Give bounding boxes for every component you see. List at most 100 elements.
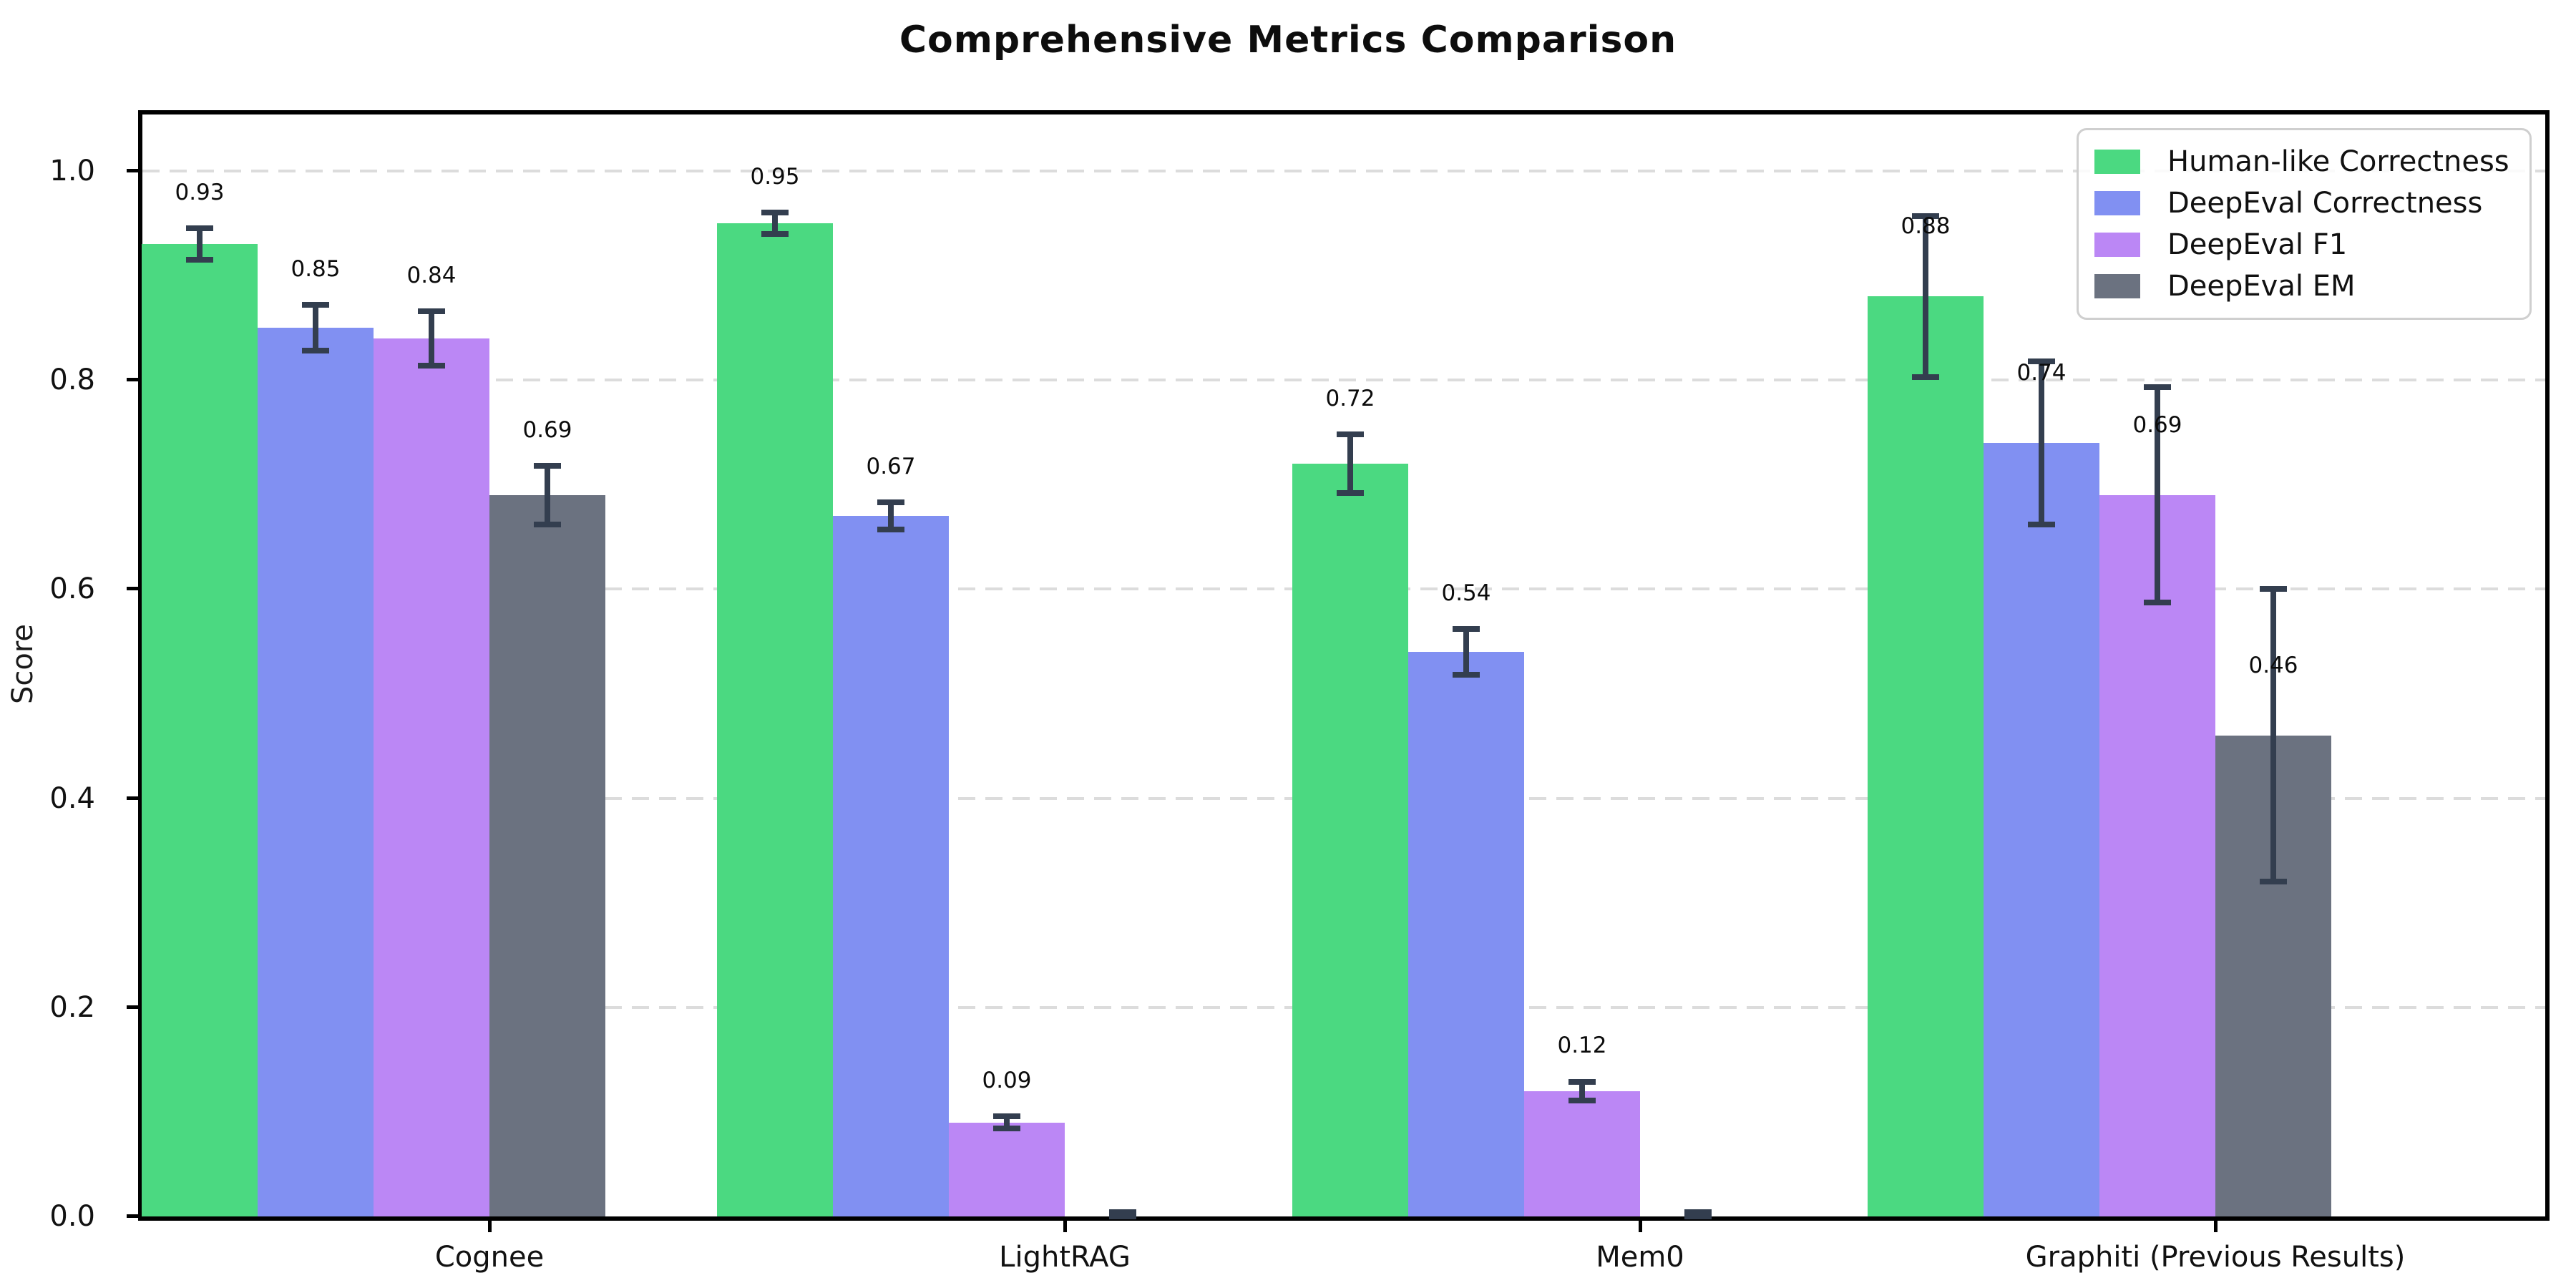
error-bar-cap <box>761 230 789 237</box>
bar-value-label: 0.74 <box>2016 359 2067 386</box>
legend-swatch <box>2094 233 2140 257</box>
axis-spine-right <box>2545 114 2550 1221</box>
y-tick-mark <box>127 169 138 172</box>
x-tick-label-mem0: Mem0 <box>1596 1241 1684 1274</box>
error-bar <box>1923 215 1928 377</box>
error-bar-cap <box>2028 521 2055 527</box>
x-tick-mark <box>2214 1221 2218 1232</box>
error-bar-cap <box>1912 374 1939 380</box>
bar-deepeval-correctness-graphiti-previous-results- <box>1984 442 2099 1216</box>
bar-deepeval-f1-mem0 <box>1524 1091 1640 1216</box>
error-bar-cap <box>2260 879 2287 885</box>
legend-label: DeepEval Correctness <box>2167 187 2483 220</box>
error-bar-cap <box>418 362 445 369</box>
x-tick-label-lightrag: LightRAG <box>999 1241 1131 1274</box>
error-bar <box>772 213 778 234</box>
error-bar <box>429 311 434 366</box>
error-bar-cap <box>534 521 561 527</box>
bar-value-label: 0.46 <box>2248 652 2298 678</box>
bar-deepeval-correctness-cognee <box>258 328 374 1216</box>
error-bar-cap <box>302 302 329 308</box>
y-axis-label: Score <box>6 623 39 705</box>
bar-human-like-correctness-mem0 <box>1292 464 1408 1216</box>
error-bar-cap <box>2144 600 2171 606</box>
bar-value-label: 0.88 <box>1901 213 1951 239</box>
error-bar-cap <box>877 499 904 506</box>
y-tick-label: 1.0 <box>49 155 95 187</box>
bar-human-like-correctness-lightrag <box>717 223 833 1216</box>
x-tick-mark <box>1639 1221 1642 1232</box>
error-bar-cap <box>1912 213 1939 219</box>
bar-deepeval-f1-graphiti-previous-results- <box>2099 494 2215 1216</box>
legend-item-deepeval-em: DeepEval EM <box>2094 266 2514 306</box>
legend-swatch <box>2094 191 2140 215</box>
legend-label: DeepEval F1 <box>2167 228 2348 261</box>
error-bar <box>888 502 894 530</box>
legend-label: Human-like Correctness <box>2167 145 2509 178</box>
error-bar-cap <box>2260 586 2287 592</box>
bar-value-label: 0.09 <box>982 1067 1032 1093</box>
error-bar-cap <box>1337 431 1364 438</box>
error-bar <box>2155 387 2160 603</box>
error-bar <box>545 466 550 525</box>
error-bar-cap <box>418 308 445 314</box>
x-tick-mark <box>1063 1221 1067 1232</box>
legend-label: DeepEval EM <box>2167 270 2356 303</box>
gridline-1.0 <box>142 170 2545 172</box>
y-tick-label: 0.0 <box>49 1200 95 1233</box>
y-tick-mark <box>127 1214 138 1218</box>
legend-swatch <box>2094 150 2140 174</box>
bar-deepeval-correctness-lightrag <box>833 516 949 1216</box>
bar-human-like-correctness-cognee <box>142 244 258 1216</box>
axis-spine-left <box>138 114 142 1221</box>
legend-item-human-like-correctness: Human-like Correctness <box>2094 142 2514 182</box>
y-tick-mark <box>127 1005 138 1009</box>
error-bar-cap <box>1109 1214 1136 1219</box>
error-bar-cap <box>534 463 561 469</box>
error-bar-cap <box>761 210 789 216</box>
error-bar <box>197 228 203 260</box>
error-bar-cap <box>1453 625 1480 632</box>
y-tick-label: 0.8 <box>49 364 95 397</box>
bar-deepeval-f1-cognee <box>374 338 489 1216</box>
bar-value-label: 0.72 <box>1325 386 1375 412</box>
legend-swatch <box>2094 274 2140 298</box>
x-tick-label-cognee: Cognee <box>434 1241 545 1274</box>
gridline-0.8 <box>142 379 2545 382</box>
x-tick-label-graphiti-previous-results-: Graphiti (Previous Results) <box>2025 1241 2406 1274</box>
error-bar-cap <box>1109 1209 1136 1216</box>
axis-spine-top <box>138 110 2550 114</box>
error-bar-cap <box>993 1113 1020 1119</box>
y-tick-label: 0.2 <box>49 990 95 1024</box>
error-bar-cap <box>2028 358 2055 364</box>
error-bar-cap <box>1337 490 1364 496</box>
bar-deepeval-f1-lightrag <box>949 1122 1065 1216</box>
error-bar <box>1463 628 1469 675</box>
bar-value-label: 0.69 <box>2132 411 2182 438</box>
bar-value-label: 0.69 <box>522 416 572 443</box>
error-bar <box>2270 589 2276 882</box>
axis-spine-bottom <box>138 1216 2550 1221</box>
error-bar-cap <box>1684 1209 1712 1216</box>
error-bar-cap <box>186 257 213 263</box>
error-bar-cap <box>1453 672 1480 678</box>
bar-deepeval-correctness-mem0 <box>1408 652 1524 1216</box>
bar-human-like-correctness-graphiti-previous-results- <box>1868 296 1984 1216</box>
bar-value-label: 0.67 <box>866 454 916 479</box>
bar-value-label: 0.54 <box>1441 580 1491 606</box>
bar-value-label: 0.85 <box>291 255 341 282</box>
error-bar-cap <box>877 527 904 533</box>
error-bar-cap <box>302 348 329 354</box>
y-tick-label: 0.4 <box>49 781 95 815</box>
error-bar <box>1579 1081 1585 1101</box>
error-bar-cap <box>993 1126 1020 1132</box>
bar-value-label: 0.12 <box>1557 1033 1607 1059</box>
y-tick-label: 0.6 <box>49 572 95 606</box>
y-tick-mark <box>127 378 138 382</box>
error-bar <box>313 305 318 351</box>
error-bar <box>2039 361 2044 525</box>
legend: Human-like Correctness DeepEval Correctne… <box>2077 128 2532 320</box>
legend-item-deepeval-correctness: DeepEval Correctness <box>2094 183 2514 223</box>
error-bar <box>1347 434 1353 493</box>
